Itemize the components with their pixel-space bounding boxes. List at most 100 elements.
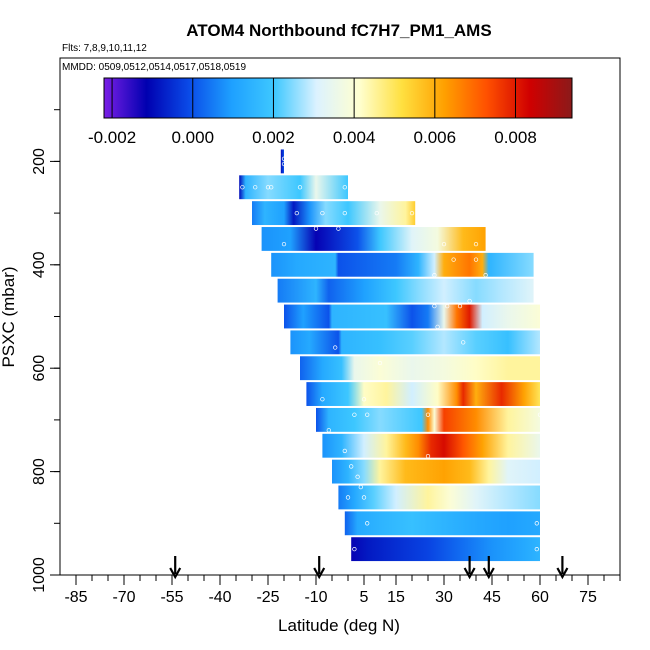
sample-point bbox=[473, 257, 479, 262]
heatmap-row bbox=[239, 175, 348, 200]
heatmap-row bbox=[332, 459, 540, 484]
sample-point bbox=[269, 185, 274, 190]
sample-point bbox=[342, 185, 347, 190]
colorbar-tick-label: 0.000 bbox=[171, 128, 214, 147]
x-tick-label: -55 bbox=[160, 589, 183, 606]
heatmap-row bbox=[306, 382, 540, 406]
x-tick-label: 45 bbox=[483, 589, 501, 606]
sample-point bbox=[432, 304, 437, 309]
heatmap-row bbox=[280, 149, 284, 174]
sample-point bbox=[313, 226, 319, 231]
x-tick-label: -25 bbox=[256, 589, 279, 606]
sample-point bbox=[534, 547, 539, 552]
colorbar-tick-label: 0.002 bbox=[252, 128, 295, 147]
flight-arrow bbox=[313, 556, 326, 580]
y-tick-label: 1000 bbox=[31, 557, 48, 593]
y-tick-label: 600 bbox=[31, 355, 48, 382]
colorbar-ticks: -0.002 0.000 0.002 0.004 0.006 0.008 bbox=[88, 78, 537, 147]
heatmap-row bbox=[271, 252, 534, 277]
y-axis: 200 400 600 800 1000 bbox=[31, 109, 60, 593]
sample-point bbox=[336, 226, 341, 231]
flight-arrow bbox=[556, 556, 569, 580]
sample-point bbox=[361, 495, 367, 500]
heatmap-row bbox=[277, 278, 534, 303]
sample-point bbox=[326, 428, 331, 433]
sample-point bbox=[342, 448, 347, 454]
heatmap-row bbox=[290, 330, 540, 355]
sample-point bbox=[441, 241, 447, 247]
heatmap-row bbox=[351, 537, 540, 562]
heatmap-rows bbox=[239, 149, 540, 562]
flight-arrows bbox=[169, 556, 569, 580]
sample-point bbox=[358, 484, 363, 490]
flights-subtitle: Flts: 7,8,9,10,11,12 bbox=[62, 43, 147, 54]
sample-point bbox=[432, 272, 437, 278]
flight-arrow bbox=[169, 556, 182, 580]
flight-arrow bbox=[482, 556, 495, 580]
sample-point bbox=[374, 210, 379, 216]
sample-point bbox=[409, 210, 415, 216]
sample-point bbox=[467, 298, 472, 304]
sample-point bbox=[349, 464, 354, 469]
sample-point bbox=[320, 210, 325, 216]
heatmap-row bbox=[344, 511, 540, 536]
y-tick-label: 400 bbox=[31, 251, 48, 278]
colorbar bbox=[103, 77, 573, 119]
sample-point bbox=[377, 360, 383, 366]
sample-point bbox=[451, 257, 456, 262]
x-tick-label: 75 bbox=[579, 589, 597, 606]
heatmap-row bbox=[261, 227, 486, 251]
sample-point bbox=[457, 304, 463, 309]
x-axis-label: Latitude (deg N) bbox=[278, 616, 400, 635]
sample-point bbox=[365, 521, 370, 526]
heatmap-row bbox=[338, 485, 540, 510]
sample-point bbox=[537, 412, 543, 417]
sample-point bbox=[320, 397, 325, 402]
x-tick-label: 30 bbox=[435, 589, 453, 606]
sample-point bbox=[445, 304, 450, 309]
x-tick-label: -85 bbox=[64, 589, 87, 606]
sample-point bbox=[534, 521, 539, 526]
sample-point bbox=[365, 412, 370, 417]
colorbar-tick-label: -0.002 bbox=[88, 128, 136, 147]
sample-point bbox=[435, 324, 440, 329]
x-axis: -85 -70 -55 -40 -25 -10 5 15 30 45 60 75 bbox=[64, 575, 621, 606]
heatmap-row bbox=[252, 201, 416, 226]
sample-point bbox=[355, 474, 360, 479]
sample-point bbox=[473, 241, 479, 247]
sample-point bbox=[461, 340, 466, 345]
sample-point bbox=[333, 345, 338, 350]
colorbar-tick-label: 0.008 bbox=[494, 128, 537, 147]
heatmap-row bbox=[322, 433, 540, 458]
sample-points bbox=[240, 156, 543, 552]
sample-point bbox=[425, 412, 431, 417]
sample-point bbox=[265, 185, 271, 190]
sample-point bbox=[483, 272, 488, 278]
heatmap-row bbox=[284, 304, 540, 329]
sample-point bbox=[342, 210, 347, 216]
x-tick-label: 15 bbox=[387, 589, 405, 606]
sample-point bbox=[352, 412, 357, 417]
sample-point bbox=[425, 453, 431, 459]
sample-point bbox=[297, 185, 303, 190]
sample-point bbox=[281, 161, 287, 167]
x-tick-label: -10 bbox=[304, 589, 327, 606]
heatmap-row bbox=[300, 356, 540, 381]
x-tick-label: 5 bbox=[360, 589, 369, 606]
sample-point bbox=[281, 156, 287, 161]
y-tick-label: 200 bbox=[31, 148, 48, 175]
sample-point bbox=[361, 397, 367, 402]
sample-point bbox=[240, 185, 245, 190]
sample-point bbox=[281, 241, 287, 247]
x-tick-label: 60 bbox=[531, 589, 549, 606]
x-tick-label: -40 bbox=[208, 589, 231, 606]
chart-title: ATOM4 Northbound fC7H7_PM1_AMS bbox=[186, 21, 491, 40]
y-tick-label: 800 bbox=[31, 458, 48, 485]
flight-arrow bbox=[463, 556, 476, 580]
x-tick-label: -70 bbox=[112, 589, 135, 606]
heatmap-row bbox=[316, 407, 540, 432]
sample-point bbox=[294, 210, 299, 216]
sample-point bbox=[345, 495, 351, 500]
sample-point bbox=[352, 547, 357, 552]
